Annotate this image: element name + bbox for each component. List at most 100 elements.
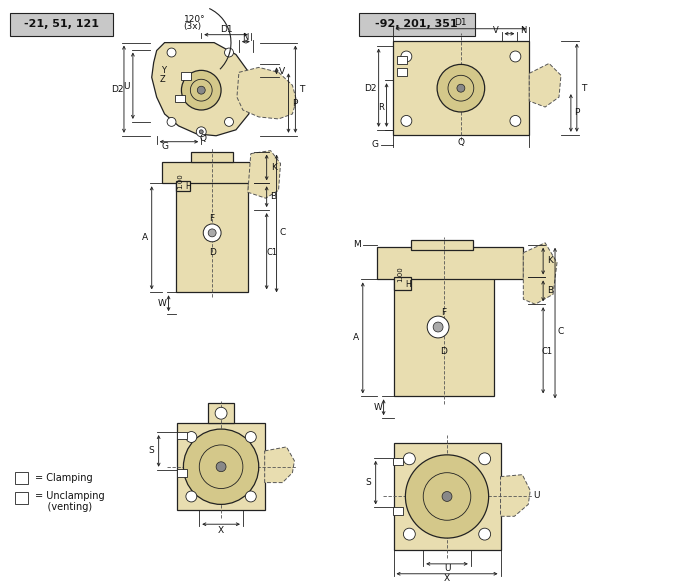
Circle shape <box>510 115 521 127</box>
Circle shape <box>216 462 226 472</box>
Circle shape <box>184 429 259 504</box>
Text: A: A <box>353 333 359 342</box>
Bar <box>395 278 412 290</box>
Text: T: T <box>298 85 304 94</box>
Text: A: A <box>142 233 148 243</box>
Text: H: H <box>186 182 191 191</box>
FancyBboxPatch shape <box>397 68 407 76</box>
Text: Z: Z <box>160 75 165 84</box>
Text: 1.00: 1.00 <box>178 174 184 189</box>
Circle shape <box>405 455 489 538</box>
Polygon shape <box>264 447 294 483</box>
Text: V: V <box>279 67 285 76</box>
FancyBboxPatch shape <box>393 458 403 465</box>
Circle shape <box>224 117 233 127</box>
Text: A: A <box>399 69 405 75</box>
Text: = Clamping: = Clamping <box>35 473 92 483</box>
Bar <box>191 152 233 161</box>
FancyBboxPatch shape <box>15 492 28 504</box>
Text: K: K <box>271 163 277 172</box>
Text: A: A <box>179 433 184 438</box>
Bar <box>176 181 191 191</box>
Text: D: D <box>441 347 447 356</box>
Text: B: B <box>399 57 405 63</box>
Circle shape <box>437 64 485 112</box>
Text: -21, 51, 121: -21, 51, 121 <box>24 19 99 29</box>
Text: G: G <box>161 142 168 151</box>
Text: B: B <box>395 508 401 514</box>
Circle shape <box>245 431 256 442</box>
Text: T: T <box>581 84 586 93</box>
Text: -92, 201, 351: -92, 201, 351 <box>375 19 458 29</box>
Text: U: U <box>444 564 450 573</box>
Text: D: D <box>209 248 216 257</box>
Circle shape <box>224 48 233 57</box>
Text: Q: Q <box>200 134 207 143</box>
Text: H: H <box>405 280 412 289</box>
Circle shape <box>182 71 221 110</box>
FancyBboxPatch shape <box>397 56 407 64</box>
Text: C1: C1 <box>542 347 553 356</box>
Circle shape <box>401 115 412 127</box>
Text: 120°: 120° <box>184 15 205 24</box>
Text: D1: D1 <box>454 18 467 27</box>
Circle shape <box>197 86 205 94</box>
Text: K: K <box>547 256 553 265</box>
Circle shape <box>215 408 227 419</box>
FancyBboxPatch shape <box>10 13 113 36</box>
Text: W: W <box>158 298 167 308</box>
FancyBboxPatch shape <box>393 507 403 515</box>
Text: A: A <box>177 96 182 101</box>
Bar <box>412 240 473 250</box>
FancyBboxPatch shape <box>175 95 184 103</box>
Polygon shape <box>523 243 557 304</box>
Text: S: S <box>366 478 372 487</box>
Bar <box>377 247 523 279</box>
Text: B: B <box>183 73 188 79</box>
Circle shape <box>203 224 221 242</box>
Text: P: P <box>574 108 580 117</box>
Text: = Unclamping: = Unclamping <box>35 491 104 501</box>
Circle shape <box>442 491 452 501</box>
Circle shape <box>457 84 465 92</box>
Text: A: A <box>395 458 401 464</box>
Bar <box>176 177 248 292</box>
Circle shape <box>401 51 412 62</box>
Text: F: F <box>210 213 215 223</box>
FancyBboxPatch shape <box>177 469 186 477</box>
Text: (3x): (3x) <box>183 22 201 31</box>
Circle shape <box>167 117 176 127</box>
Text: A: A <box>18 473 25 483</box>
Text: F: F <box>441 308 447 317</box>
Bar <box>393 443 500 550</box>
Text: B: B <box>179 470 184 476</box>
Text: W: W <box>373 403 382 412</box>
Text: U: U <box>123 82 130 91</box>
Text: B: B <box>18 493 25 503</box>
Text: D1: D1 <box>220 25 233 34</box>
Text: N: N <box>520 26 527 35</box>
Text: R: R <box>378 103 384 111</box>
Bar <box>208 403 234 423</box>
Text: B: B <box>547 286 553 295</box>
Text: C: C <box>279 229 285 237</box>
Bar <box>161 161 268 183</box>
Bar <box>395 275 494 396</box>
Bar <box>178 423 264 510</box>
Text: N: N <box>241 33 248 41</box>
Text: Q: Q <box>458 138 464 147</box>
Polygon shape <box>500 475 530 517</box>
Polygon shape <box>530 64 561 107</box>
Polygon shape <box>152 43 253 136</box>
Circle shape <box>403 528 416 540</box>
Circle shape <box>197 127 206 137</box>
Circle shape <box>208 229 216 237</box>
Circle shape <box>245 491 256 502</box>
Circle shape <box>167 48 176 57</box>
Text: (venting): (venting) <box>35 503 92 512</box>
Text: U: U <box>533 491 540 500</box>
Text: B: B <box>271 192 277 201</box>
Circle shape <box>479 528 491 540</box>
Circle shape <box>186 491 197 502</box>
Text: D2: D2 <box>365 84 377 93</box>
